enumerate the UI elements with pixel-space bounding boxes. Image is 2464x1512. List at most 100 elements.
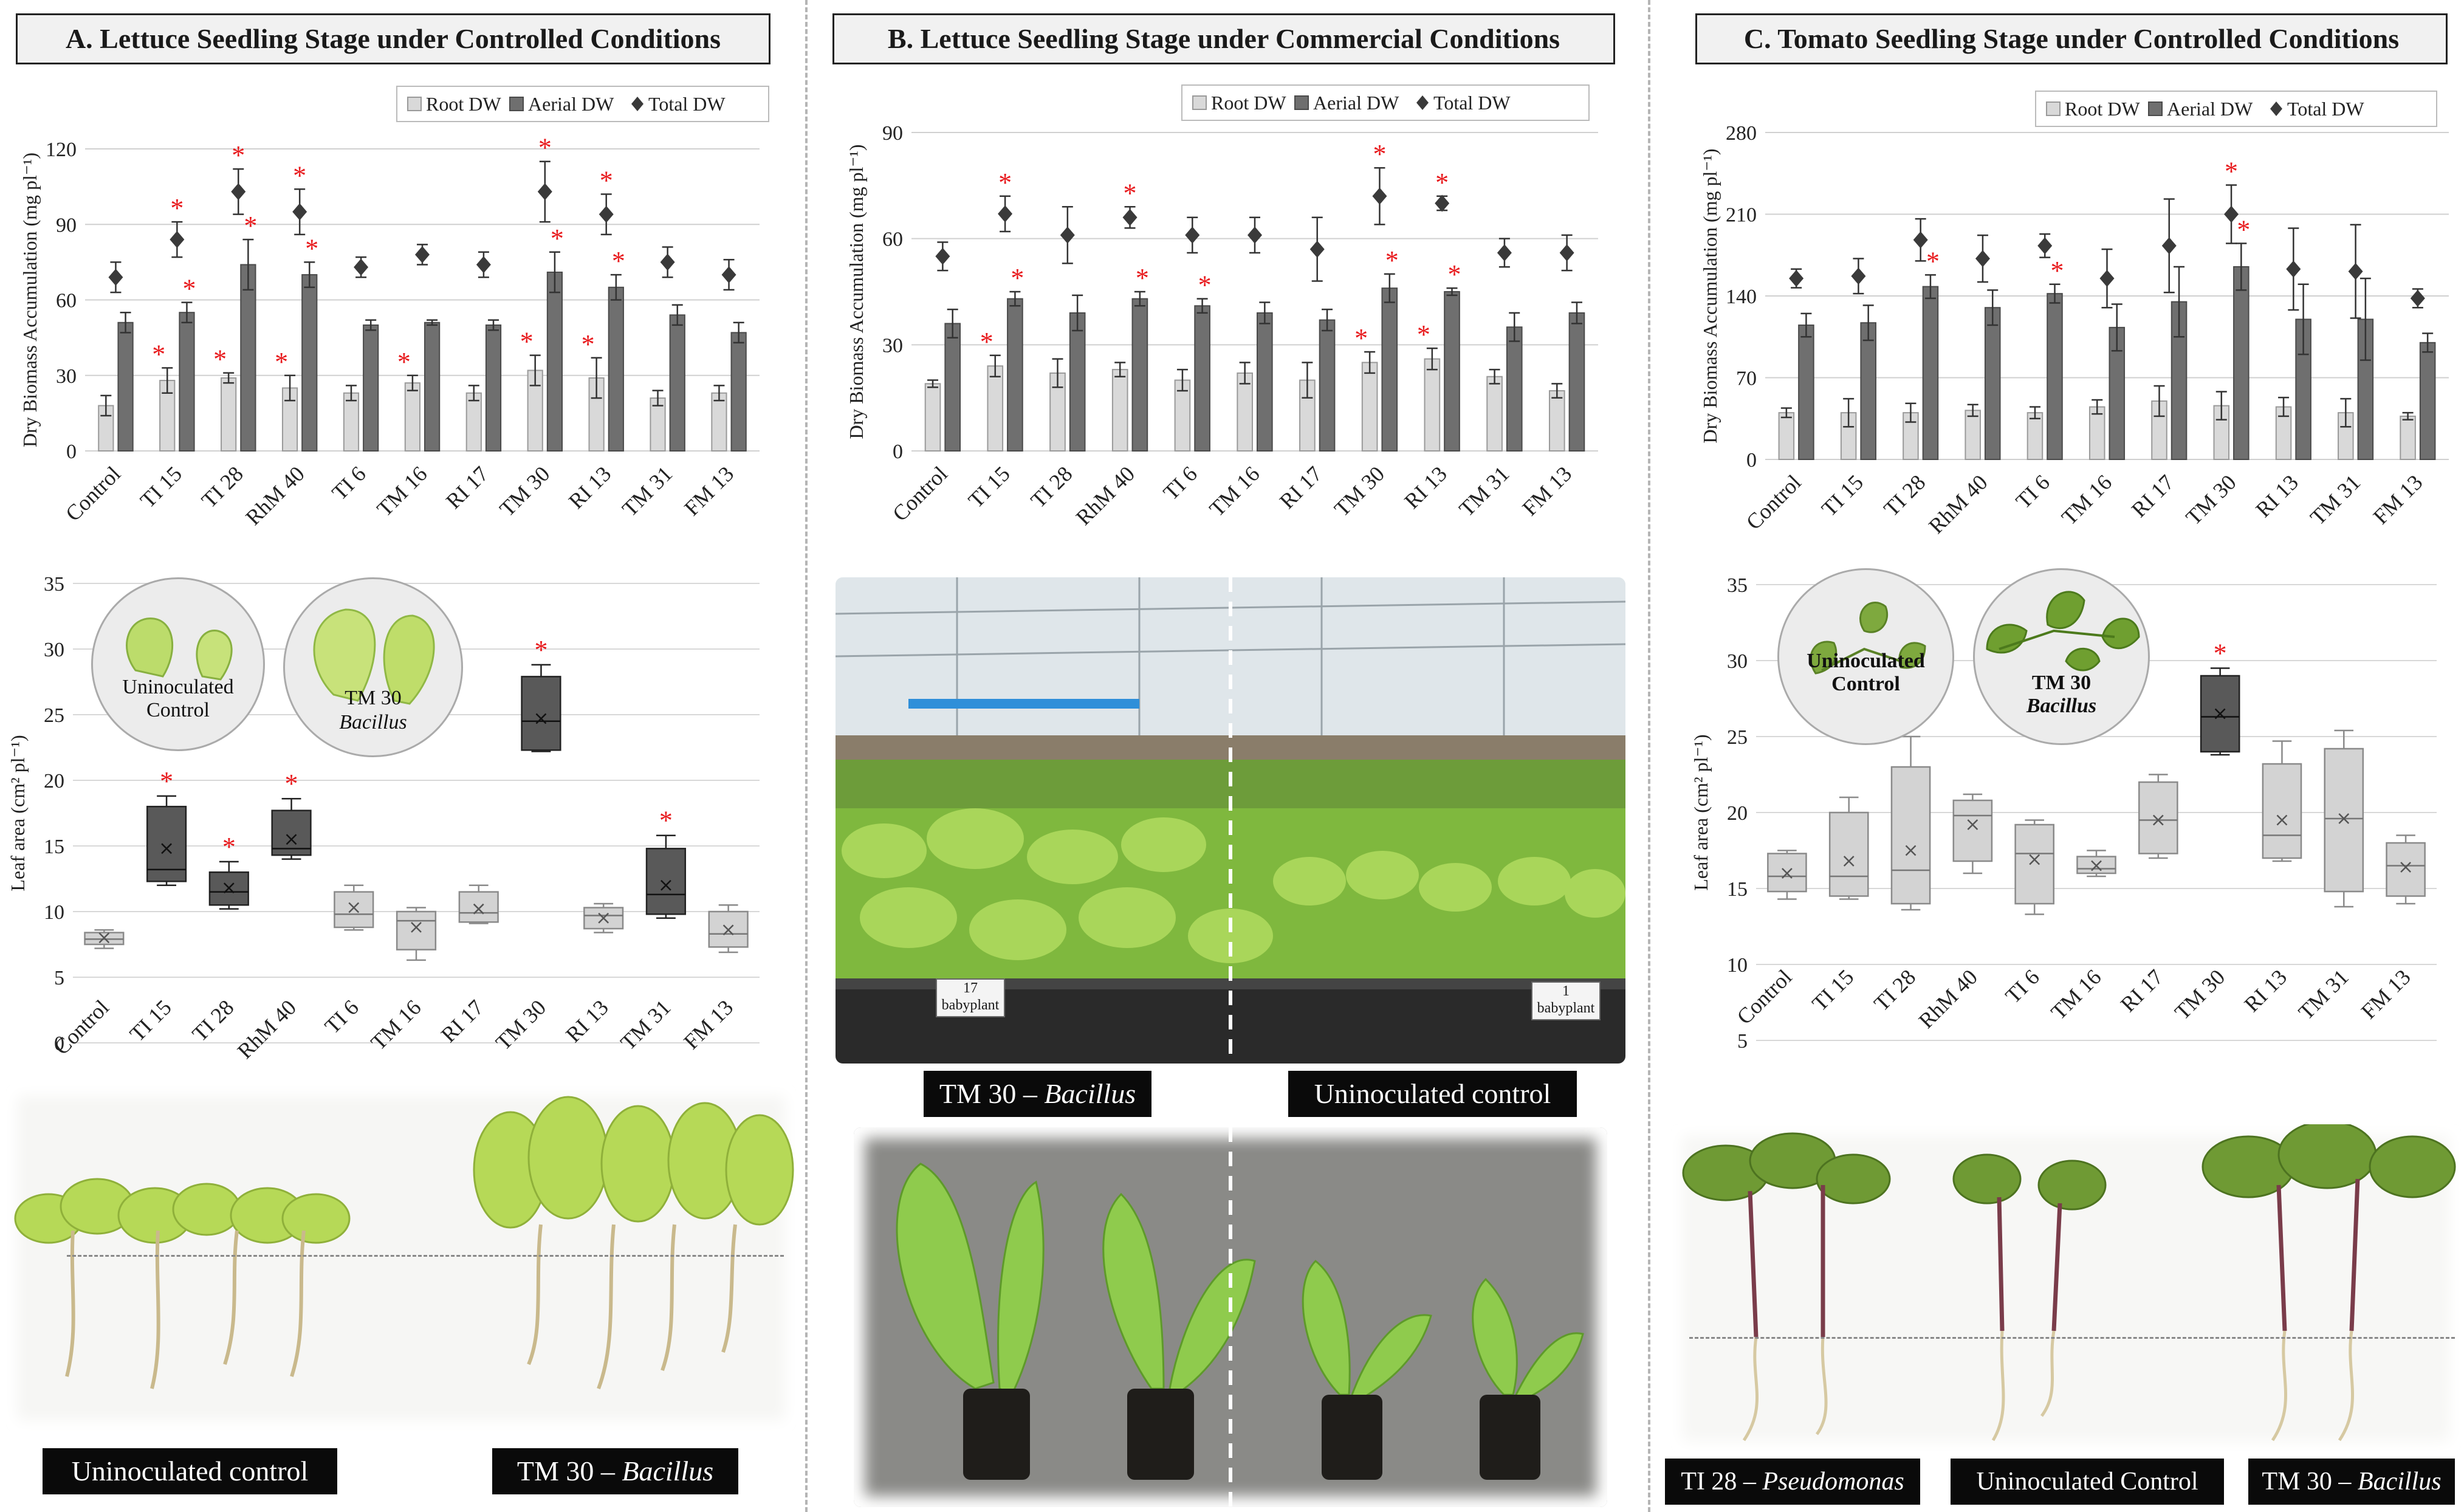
lettuce-leaf-icon bbox=[126, 617, 233, 681]
significance-star: * bbox=[170, 193, 184, 223]
aerial-dw-bar bbox=[1568, 312, 1585, 452]
lettuce-leaf-icon bbox=[313, 608, 435, 705]
leaf-area-box bbox=[271, 809, 312, 856]
total-dw-marker bbox=[1372, 187, 1387, 205]
aerial-dw-bar bbox=[1506, 326, 1523, 452]
x-tick-label: TI 6 bbox=[320, 995, 363, 1038]
root-dw-bar bbox=[2400, 415, 2416, 461]
y-tick-label: 0 bbox=[66, 441, 77, 463]
box-mean-marker bbox=[2029, 854, 2040, 865]
legend-box bbox=[1181, 84, 1590, 121]
aerial-dw-bar bbox=[669, 314, 685, 452]
significance-star: * bbox=[1198, 270, 1212, 300]
x-tick-label: TM 30 bbox=[1330, 461, 1389, 521]
total-legend-label: Total DW bbox=[1433, 92, 1511, 114]
y-tick-label: 10 bbox=[1727, 954, 1748, 977]
y-tick-label: 30 bbox=[1727, 650, 1748, 673]
total-dw-marker bbox=[170, 231, 185, 249]
total-legend-label: Total DW bbox=[2287, 98, 2364, 120]
caption-c-control: Uninoculated Control bbox=[1951, 1459, 2224, 1505]
y-axis-label: Dry Biomass Accumulation (mg pl⁻¹) bbox=[19, 153, 41, 447]
root-legend-label: Root DW bbox=[2065, 98, 2140, 120]
root-dw-bar bbox=[2088, 406, 2105, 460]
aerial-dw-bar bbox=[1798, 325, 1814, 460]
panel-c: C. Tomato Seedling Stage under Controlle… bbox=[1647, 0, 2464, 1512]
root-legend-label: Root DW bbox=[426, 93, 501, 115]
root-dw-bar bbox=[650, 397, 666, 452]
root-dw-bar bbox=[1111, 369, 1128, 452]
significance-star: * bbox=[1417, 320, 1430, 349]
box-mean-marker bbox=[2276, 814, 2288, 826]
x-tick-label: TM 31 bbox=[2294, 964, 2353, 1024]
x-tick-label: TM 30 bbox=[2181, 470, 2240, 529]
badge-uninoculated-control: Uninoculated Control bbox=[1777, 568, 1954, 745]
total-dw-marker bbox=[935, 247, 950, 265]
root-dw-bar bbox=[404, 382, 420, 452]
aerial-dw-bar bbox=[424, 321, 441, 452]
aerial-dw-bar bbox=[1319, 319, 1336, 452]
x-tick-label: TI 6 bbox=[2011, 470, 2054, 513]
greenhouse-tray-photo: 17 babyplant 1 babyplant bbox=[836, 577, 1625, 1064]
hypocotyl-reference-line bbox=[67, 1255, 784, 1257]
significance-star: * bbox=[998, 168, 1012, 198]
x-tick-label: TM 16 bbox=[366, 995, 425, 1054]
x-tick-label: RhM 40 bbox=[1914, 964, 1982, 1033]
y-tick-label: 0 bbox=[54, 1033, 64, 1055]
x-tick-label: RhM 40 bbox=[1924, 470, 1992, 538]
root-dw-bar bbox=[1174, 379, 1191, 452]
significance-star: * bbox=[1435, 168, 1449, 198]
leaf-area-box bbox=[2014, 823, 2054, 905]
caption-b-tm30: TM 30 – Bacillus bbox=[924, 1071, 1151, 1117]
significance-star: * bbox=[285, 769, 298, 799]
total-dw-marker bbox=[1497, 244, 1512, 261]
total-dw-marker bbox=[1975, 250, 1990, 267]
aerial-dw-bar bbox=[608, 286, 624, 452]
significance-star: * bbox=[1124, 178, 1137, 208]
significance-star: * bbox=[534, 635, 547, 665]
x-tick-label: RI 17 bbox=[2127, 470, 2179, 522]
root-legend-label: Root DW bbox=[1211, 92, 1286, 114]
x-tick-label: RhM 40 bbox=[233, 995, 301, 1063]
panel-a-title: A. Lettuce Seedling Stage under Controll… bbox=[16, 13, 770, 64]
badge-treated-label: TM 30 bbox=[2031, 672, 2092, 694]
root-legend-swatch bbox=[2046, 101, 2061, 116]
x-tick-label: RI 17 bbox=[1275, 461, 1327, 514]
box-mean-marker bbox=[2338, 813, 2350, 824]
x-tick-label: FM 13 bbox=[679, 461, 738, 520]
root-dw-bar bbox=[1361, 362, 1378, 452]
y-tick-label: 25 bbox=[44, 704, 64, 727]
aerial-dw-bar bbox=[485, 324, 502, 452]
total-dw-marker bbox=[2099, 270, 2115, 287]
y-tick-label: 120 bbox=[46, 139, 77, 161]
leaf-area-box bbox=[396, 910, 437, 950]
aerial-legend-swatch bbox=[2148, 101, 2163, 116]
x-tick-label: TI 15 bbox=[136, 461, 187, 512]
root-dw-bar bbox=[343, 392, 360, 452]
total-legend-swatch bbox=[2270, 101, 2282, 116]
panel-b: B. Lettuce Seedling Stage under Commerci… bbox=[805, 0, 1644, 1512]
box-mean-marker bbox=[598, 912, 609, 924]
total-dw-marker bbox=[2348, 263, 2363, 280]
significance-star: * bbox=[1354, 323, 1368, 353]
total-dw-marker bbox=[660, 253, 675, 271]
y-axis-label: Leaf area (cm² pl⁻¹) bbox=[1690, 734, 1712, 890]
significance-star: * bbox=[2225, 156, 2238, 186]
panel-b-title: B. Lettuce Seedling Stage under Commerci… bbox=[832, 13, 1615, 64]
y-axis-label: Dry Biomass Accumulation (mg pl⁻¹) bbox=[1699, 148, 1721, 443]
total-dw-marker bbox=[1435, 194, 1450, 212]
root-dw-bar bbox=[2338, 412, 2354, 461]
total-dw-marker bbox=[476, 256, 491, 273]
box-mean-marker bbox=[1843, 856, 1855, 867]
total-dw-marker bbox=[354, 258, 369, 276]
aerial-dw-bar bbox=[730, 332, 747, 452]
significance-star: * bbox=[1448, 259, 1461, 289]
significance-star: * bbox=[538, 133, 552, 163]
significance-star: * bbox=[213, 345, 227, 374]
y-tick-label: 10 bbox=[44, 901, 64, 924]
leaf-area-box bbox=[2324, 747, 2364, 893]
significance-star: * bbox=[2237, 215, 2250, 245]
root-legend-swatch bbox=[1192, 95, 1207, 110]
x-tick-label: RhM 40 bbox=[241, 461, 309, 529]
aerial-dw-bar bbox=[1194, 305, 1210, 452]
